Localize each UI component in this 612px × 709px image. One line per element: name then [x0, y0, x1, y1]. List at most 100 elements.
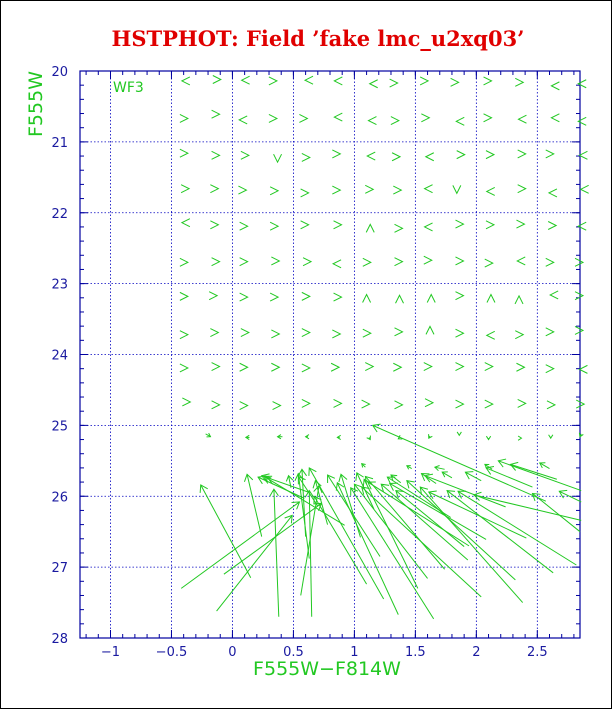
offset-vector: [419, 486, 524, 603]
vector-line: [510, 463, 557, 480]
star-marker: [211, 362, 221, 371]
star-glyph: [450, 77, 460, 87]
vector-line: [421, 473, 437, 484]
arrow-head: [424, 473, 434, 483]
star-marker: [545, 149, 555, 159]
star-marker: [362, 257, 372, 267]
star-marker: [180, 76, 191, 86]
star-marker: [302, 257, 313, 267]
arrow-head: [304, 434, 310, 440]
star-marker: [301, 398, 311, 408]
offset-vector: [223, 502, 323, 575]
star-marker: [239, 221, 249, 231]
star-glyph: [333, 76, 343, 86]
star-glyph: [268, 76, 279, 86]
vector-line: [297, 473, 310, 559]
star-marker: [486, 293, 496, 303]
arrow-head: [313, 502, 323, 511]
star-glyph: [517, 184, 527, 194]
star-marker: [269, 186, 280, 196]
star-glyph: [269, 221, 280, 231]
star-marker: [574, 291, 585, 301]
star-glyph: [179, 257, 189, 267]
offset-vector: [243, 473, 263, 537]
star-glyph: [455, 256, 465, 266]
star-glyph: [455, 116, 465, 126]
star-glyph: [514, 294, 524, 305]
star-marker: [455, 116, 465, 126]
star-glyph: [211, 400, 221, 410]
star-marker: [211, 109, 221, 119]
offset-vector: [485, 435, 492, 441]
star-glyph: [333, 292, 343, 302]
star-glyph: [423, 222, 433, 232]
star-marker: [423, 362, 433, 371]
star-marker: [268, 76, 279, 86]
vector-line: [473, 494, 582, 521]
arrow-head: [308, 467, 317, 476]
star-glyph: [211, 362, 221, 371]
star-marker: [303, 75, 314, 85]
star-marker: [574, 325, 585, 335]
offset-vector: [335, 481, 399, 615]
star-marker: [361, 399, 371, 409]
arrow-head: [531, 492, 541, 502]
offset-vector: [366, 435, 371, 441]
star-marker: [550, 81, 560, 91]
star-glyph: [179, 330, 189, 340]
vector-line: [441, 471, 453, 479]
arrow-head: [457, 490, 467, 499]
star-marker: [333, 112, 343, 122]
star-glyph: [485, 330, 495, 340]
offset-vector: [199, 484, 252, 578]
star-glyph: [545, 327, 555, 337]
arrow-head: [485, 466, 495, 475]
arrow-head: [336, 434, 341, 440]
star-marker: [578, 150, 588, 160]
star-glyph: [182, 397, 192, 407]
star-marker: [419, 76, 430, 86]
offset-vector: [446, 490, 554, 574]
offset-vector: [313, 495, 368, 585]
offset-vector: [441, 471, 453, 479]
offset-vector: [558, 489, 582, 503]
star-marker: [300, 188, 310, 198]
arrow-head: [243, 473, 254, 482]
arrow-head: [362, 478, 372, 488]
star-glyph: [485, 220, 496, 230]
star-glyph: [366, 151, 376, 161]
offset-vector: [180, 501, 301, 589]
vector-line: [200, 484, 252, 578]
vector-line: [263, 475, 345, 526]
star-marker: [545, 327, 555, 337]
x-tick-label: 0: [228, 645, 236, 660]
vector-line: [340, 474, 361, 538]
star-glyph: [238, 115, 248, 125]
star-glyph: [579, 184, 589, 194]
arrow-head: [446, 490, 456, 499]
data-marks: [179, 75, 589, 620]
offset-vector: [538, 462, 550, 470]
star-glyph: [299, 114, 309, 123]
offset-vector: [424, 473, 506, 508]
vector-line: [457, 490, 577, 566]
x-tick-label: 2: [472, 645, 480, 660]
arrow-head: [313, 495, 322, 505]
star-glyph: [239, 257, 249, 267]
arrow-head: [338, 473, 348, 483]
offset-vector: [312, 479, 329, 525]
star-glyph: [271, 362, 281, 372]
star-glyph: [516, 362, 526, 372]
vector-line: [446, 490, 554, 574]
vector-line: [364, 476, 446, 570]
star-glyph: [273, 153, 283, 164]
arrow-head: [406, 465, 411, 470]
star-marker: [517, 398, 527, 408]
star-marker: [516, 256, 526, 266]
star-glyph: [516, 256, 526, 266]
vector-line: [424, 475, 506, 508]
star-marker: [452, 185, 462, 195]
star-marker: [271, 362, 281, 372]
y-tick-label: 27: [51, 561, 68, 576]
